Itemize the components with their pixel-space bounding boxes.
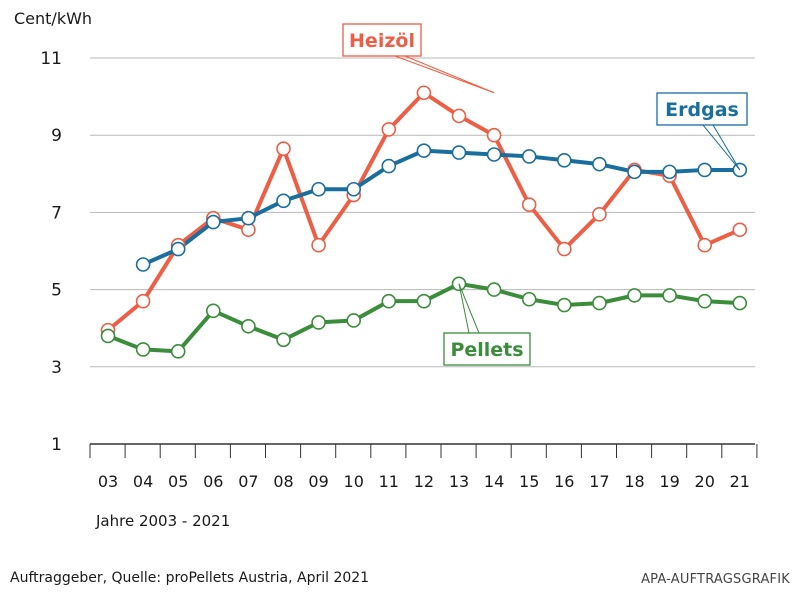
data-point-erdgas: [311, 181, 326, 197]
x-axis-caption: Jahre 2003 - 2021: [95, 512, 230, 530]
data-point-heizöl: [416, 85, 432, 101]
data-point-erdgas: [381, 158, 397, 174]
data-point-heizöl: [732, 222, 748, 238]
data-point-heizöl: [311, 237, 326, 253]
y-tick-label: 9: [51, 126, 62, 146]
x-tick-label: 09: [308, 472, 328, 491]
x-tick-label: 05: [168, 472, 188, 491]
data-point-pellets: [521, 291, 537, 307]
data-point-pellets: [100, 328, 116, 344]
series-label-heizöl: Heizöl: [349, 30, 415, 52]
data-point-pellets: [732, 295, 748, 311]
data-point-heizöl: [556, 241, 572, 257]
data-point-pellets: [241, 318, 256, 334]
series-label-erdgas: Erdgas: [665, 99, 739, 121]
callout-pointer: [458, 283, 470, 334]
data-point-erdgas: [276, 193, 291, 209]
x-tick-label: 20: [695, 472, 715, 491]
data-point-erdgas: [627, 164, 642, 180]
x-tick-label: 16: [554, 472, 574, 491]
series-lines: [106, 90, 741, 354]
data-point-erdgas: [170, 241, 186, 257]
series-labels: Heizöl Erdgas Pellets: [342, 23, 748, 366]
x-tick-label: 08: [273, 472, 293, 491]
x-tick-label: 17: [589, 472, 609, 491]
data-point-heizöl: [135, 293, 151, 309]
y-tick-label: 7: [51, 203, 62, 223]
y-tick-label: 3: [51, 358, 62, 378]
data-point-erdgas: [451, 145, 467, 160]
x-tick-label: 07: [238, 472, 258, 491]
data-point-heizöl: [592, 207, 607, 222]
graphic-credit: APA-AUFTRAGSGRAFIK: [641, 572, 790, 587]
data-point-erdgas: [241, 210, 256, 226]
x-tick-label: 11: [379, 472, 399, 491]
y-tick-label: 5: [51, 281, 62, 301]
x-tick-label: 04: [133, 472, 153, 491]
data-point-pellets: [697, 293, 713, 309]
y-tick-label: 11: [40, 49, 62, 69]
data-point-heizöl: [276, 141, 291, 157]
data-point-erdgas: [416, 143, 432, 158]
data-point-pellets: [346, 313, 362, 328]
data-point-heizöl: [521, 197, 537, 212]
data-point-pellets: [135, 342, 151, 357]
data-point-erdgas: [556, 152, 572, 168]
data-point-pellets: [486, 282, 502, 297]
x-tick-label: 10: [344, 472, 364, 491]
data-point-erdgas: [521, 149, 537, 164]
data-point-pellets: [206, 303, 221, 319]
data-point-erdgas: [135, 257, 151, 272]
x-tick-label: 12: [414, 472, 434, 491]
x-tick-label: 13: [449, 472, 469, 491]
series-points: [100, 85, 748, 359]
x-tick-label: 18: [624, 472, 644, 491]
y-tick-label: 1: [51, 435, 62, 455]
y-axis-unit-label: Cent/kWh: [14, 9, 92, 28]
source-note: Auftraggeber, Quelle: proPellets Austria…: [10, 570, 370, 586]
data-point-pellets: [592, 295, 607, 311]
data-point-erdgas: [592, 156, 607, 172]
data-point-erdgas: [697, 162, 713, 178]
x-tick-label: 06: [203, 472, 223, 491]
callout-pointer: [458, 283, 480, 334]
x-tick-label: 19: [659, 472, 679, 491]
data-point-erdgas: [206, 214, 221, 230]
callout-pointer: [394, 55, 495, 94]
data-point-heizöl: [381, 122, 397, 137]
x-tick-label: 21: [730, 472, 750, 491]
callout-pointer: [702, 124, 741, 171]
data-point-erdgas: [486, 147, 502, 162]
data-point-erdgas: [662, 164, 677, 180]
data-point-pellets: [662, 288, 677, 303]
series-label-pellets: Pellets: [450, 339, 523, 361]
data-point-pellets: [170, 344, 186, 359]
data-point-pellets: [627, 288, 642, 303]
data-point-pellets: [276, 332, 291, 348]
series-callout-box: [656, 92, 748, 126]
data-point-pellets: [381, 293, 397, 309]
series-callout-box: [342, 23, 422, 57]
data-point-heizöl: [486, 127, 502, 143]
series-callout-box: [443, 332, 531, 366]
data-point-pellets: [311, 315, 326, 330]
data-point-pellets: [416, 293, 432, 309]
series-line-erdgas: [142, 148, 740, 267]
x-axis: 03 04 05 06 07 08 09 10 11 12 13 14 15 16 17 18 19 20 21: [89, 443, 758, 491]
data-point-erdgas: [346, 181, 362, 197]
x-tick-label: 14: [484, 472, 504, 491]
data-point-pellets: [556, 297, 572, 313]
gridlines: 1 3 5 7 9 11: [40, 49, 755, 455]
x-tick-label: 03: [98, 472, 118, 491]
callout-pointer: [404, 55, 495, 94]
callout-pointer: [712, 124, 741, 171]
data-point-heizöl: [451, 108, 467, 124]
x-tick-label: 15: [519, 472, 539, 491]
data-point-heizöl: [697, 237, 713, 253]
